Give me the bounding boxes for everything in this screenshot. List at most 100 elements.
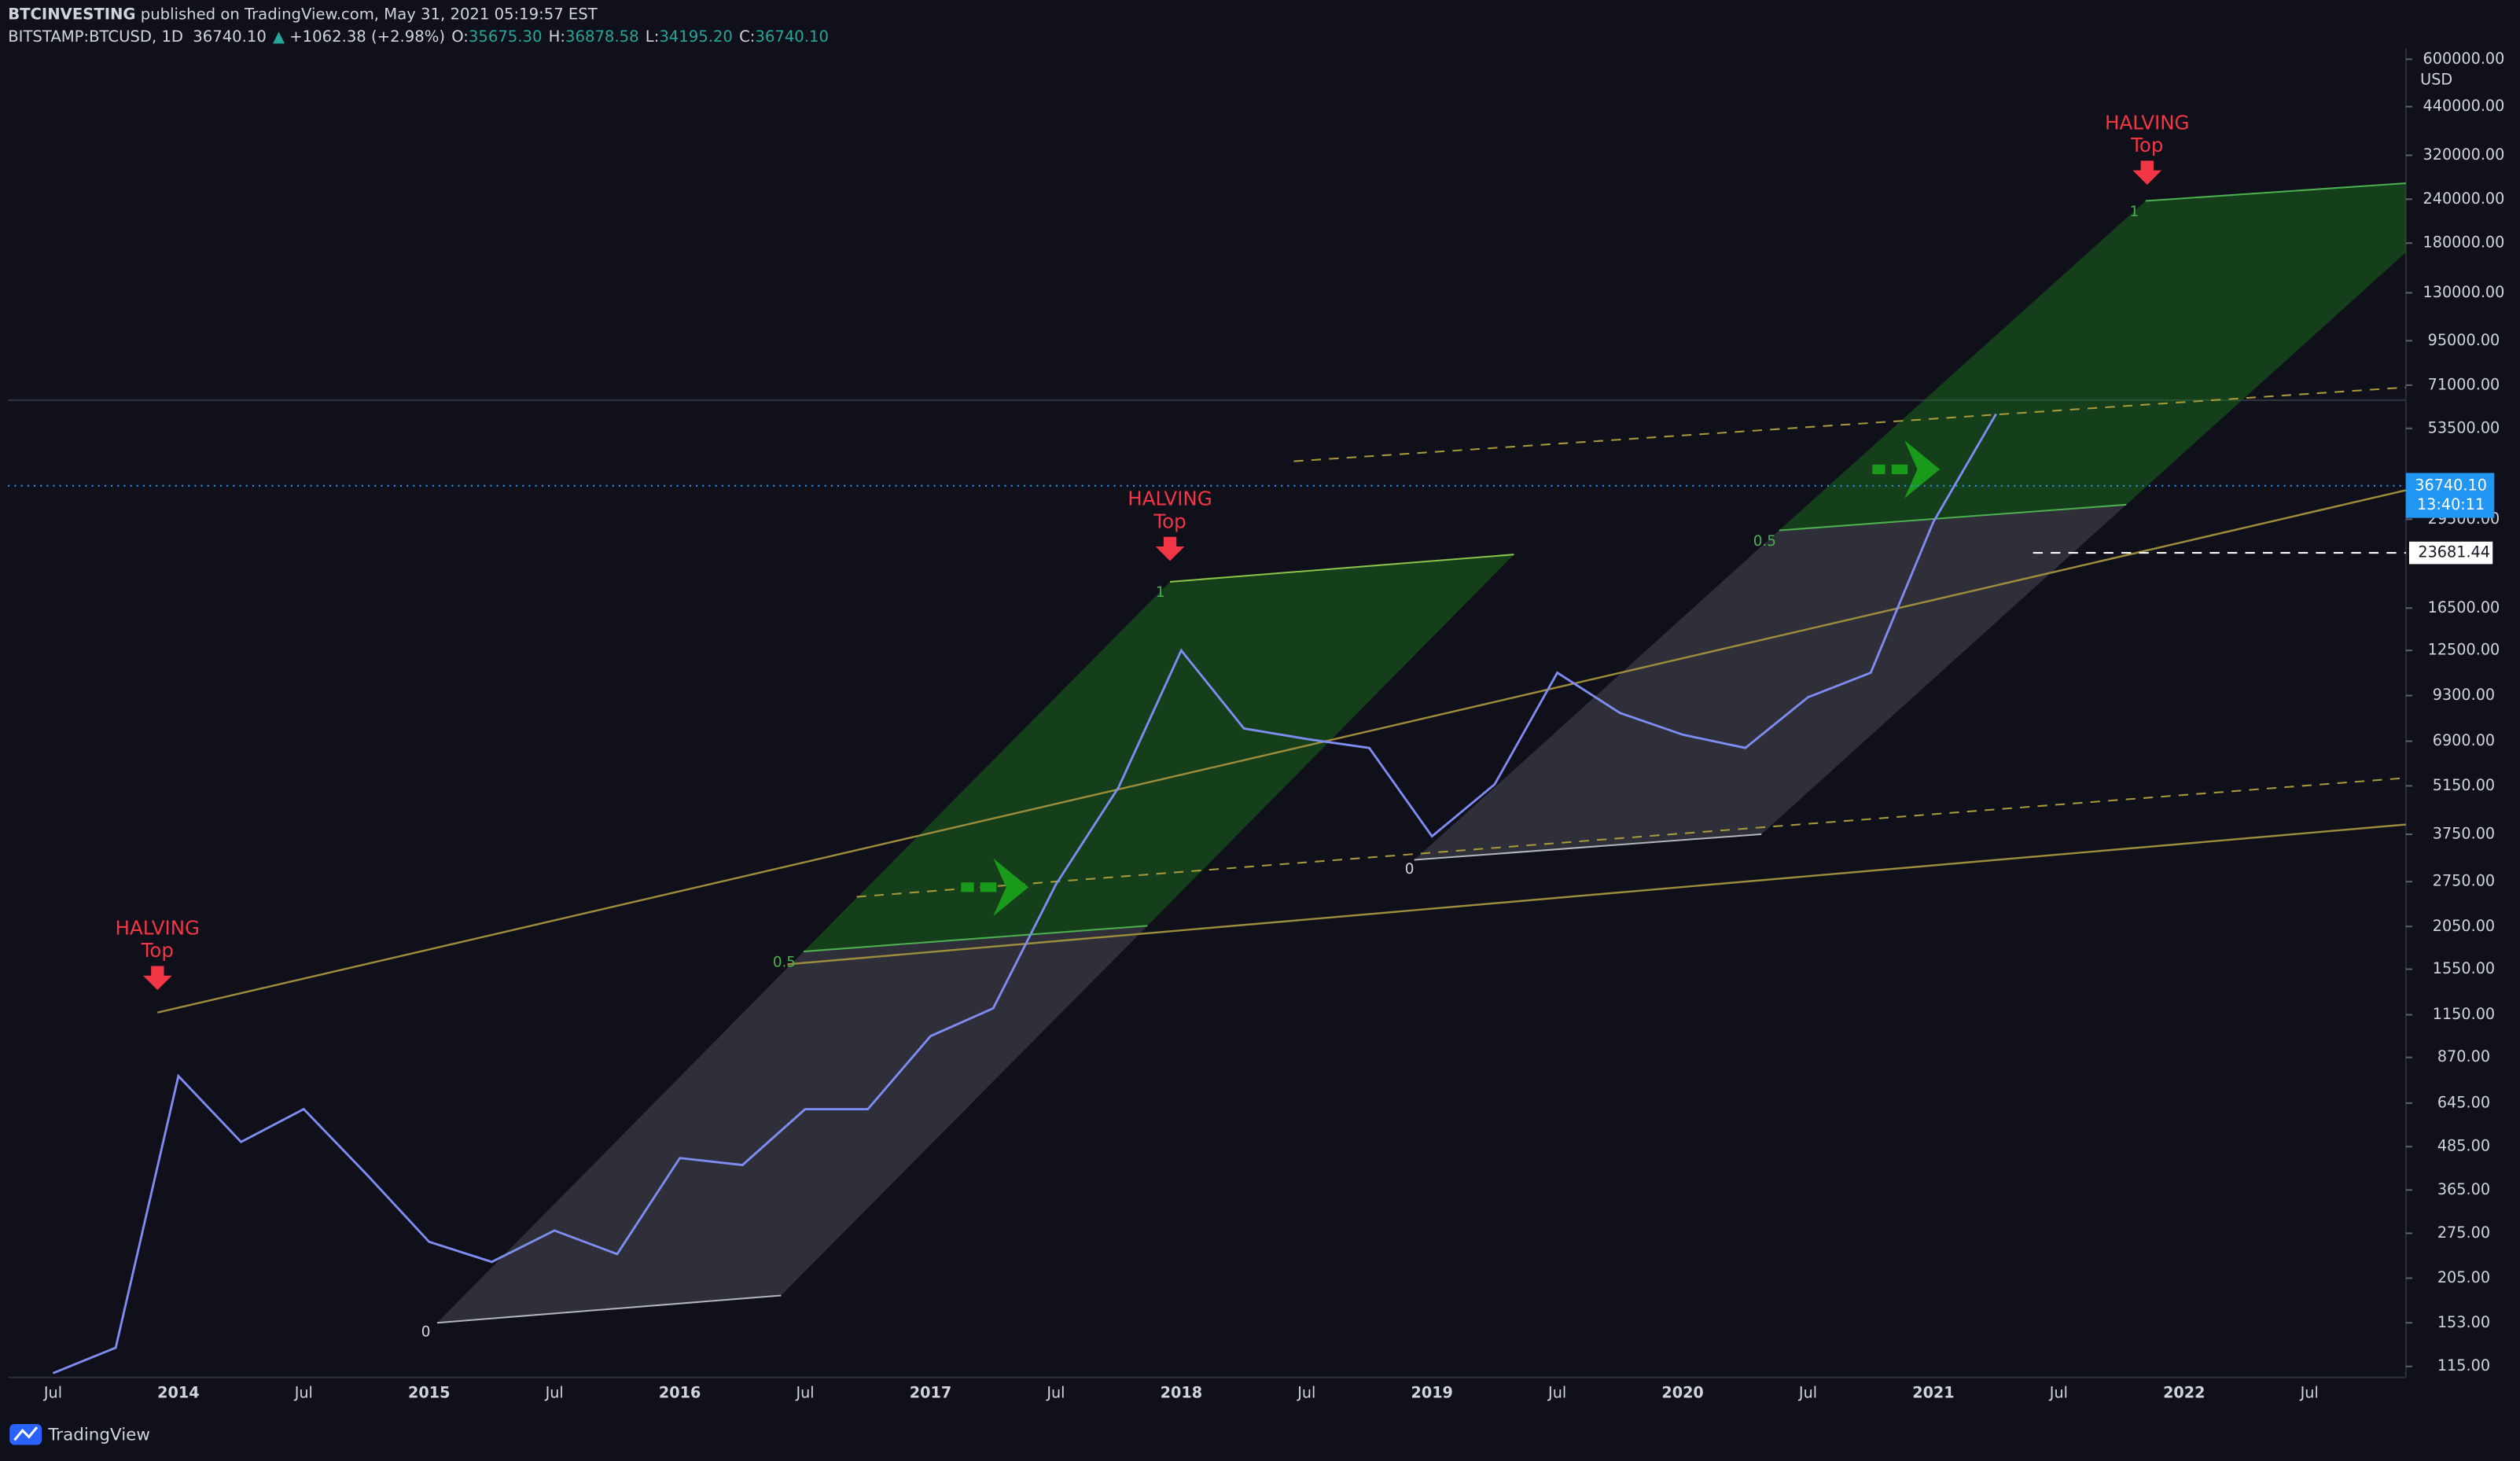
level-label-box [2408,541,2493,565]
x-tick-label: 2015 [408,1384,450,1402]
y-tick-label: 95000.00 [2428,331,2500,349]
header-line: BTCINVESTING published on TradingView.co… [8,5,598,23]
y-tick-label: 240000.00 [2423,190,2505,208]
y-tick-label: 205.00 [2437,1268,2490,1286]
author: BTCINVESTING [8,5,135,23]
x-tick-label: Jul [1046,1384,1065,1402]
annotation: HALVING [2105,111,2190,134]
annotation: Top [2130,134,2163,156]
x-tick-label: 2021 [1912,1384,1954,1402]
annotation: HALVING [116,916,200,939]
y-tick-label: 870.00 [2437,1047,2490,1065]
x-tick-label: 2016 [659,1384,701,1402]
fib-zone-high [1779,183,2406,531]
ohlc-key: H: [549,28,565,46]
y-tick-label: 600000.00 [2423,50,2505,68]
x-tick-label: Jul [795,1384,814,1402]
y-tick-label: 275.00 [2437,1224,2490,1242]
change: +1062.38 (+2.98%) [289,28,445,46]
fib-label: 1 [1156,584,1165,601]
ohlc-value: 36878.58 [565,28,639,46]
footer-brand: TradingView [47,1425,150,1444]
y-tick-label: 6900.00 [2433,731,2495,749]
y-tick-label: 1150.00 [2433,1005,2495,1023]
red-arrow [142,966,172,991]
fib-line [1169,554,1514,583]
currency-label: USD [2420,71,2452,89]
header-line: BITSTAMP:BTCUSD, 1D 36740.10 ▲ +1062.38 (+2… [8,28,829,46]
x-tick-label: Jul [1798,1384,1817,1402]
fib-zone-high [804,554,1514,952]
fib-zone-low [1414,504,2127,860]
x-tick-label: 2017 [910,1384,951,1402]
fib-line [2145,182,2406,202]
x-tick-label: Jul [1297,1384,1315,1402]
ohlc-value: 35675.30 [469,28,543,46]
fib-line [1779,503,2127,532]
level-label: 23681.44 [2418,543,2490,561]
y-tick-label: 5150.00 [2433,776,2495,794]
x-tick-label: Jul [294,1384,313,1402]
ohlc-key: O: [451,28,469,46]
y-tick-label: 3750.00 [2433,824,2495,842]
x-tick-label: 2018 [1161,1384,1202,1402]
y-tick-label: 440000.00 [2423,97,2505,115]
price-line [52,413,1997,1375]
y-tick-label: 485.00 [2437,1137,2490,1155]
x-tick-label: Jul [1547,1384,1566,1402]
fib-label: 0.5 [773,954,796,970]
fib-label: 0 [1405,861,1415,878]
y-tick-label: 12500.00 [2428,641,2500,659]
trend-line-dashed [856,777,2406,898]
y-tick-label: 2750.00 [2433,872,2495,890]
y-tick-label: 1550.00 [2433,959,2495,977]
symbol: BITSTAMP:BTCUSD, 1D [8,28,183,46]
fib-label: 1 [2130,204,2139,220]
fib-line [1414,833,1762,861]
tradingview-logo [9,1423,42,1445]
y-tick-label: 16500.00 [2428,598,2500,616]
last: 36740.10 [193,28,267,46]
change-arrow: ▲ [273,28,285,46]
ohlc-key: L: [646,28,660,46]
fib-zone-low [436,926,1148,1323]
price-label: 36740.10 [2415,476,2487,494]
annotation: Top [1153,510,1186,532]
annotation: HALVING [1128,488,1212,510]
price-label-box [2405,473,2495,518]
y-tick-label: 9300.00 [2433,686,2495,704]
x-tick-label: 2019 [1411,1384,1452,1402]
y-tick-label: 2050.00 [2433,917,2495,935]
x-tick-label: Jul [545,1384,564,1402]
y-tick-label: 130000.00 [2423,283,2505,301]
red-arrow [1155,536,1185,561]
y-tick-label: 320000.00 [2423,145,2505,164]
x-tick-label: 2020 [1661,1384,1703,1402]
x-tick-label: 2014 [157,1384,199,1402]
y-tick-label: 365.00 [2437,1180,2490,1198]
trend-line [787,823,2406,966]
trend-line-dashed [1293,386,2406,462]
ohlc-value: 36740.10 [755,28,829,46]
y-tick-label: 71000.00 [2428,375,2500,393]
x-tick-label: Jul [43,1384,62,1402]
fib-label: 0 [421,1323,431,1340]
y-tick-label: 645.00 [2437,1093,2490,1111]
y-tick-label: 53500.00 [2428,418,2500,436]
x-tick-label: Jul [2300,1384,2319,1402]
green-arrow [961,858,1029,917]
fib-line [436,1294,782,1324]
ohlc-key: C: [739,28,755,46]
ohlc-value: 34195.20 [659,28,733,46]
published: published on TradingView.com, May 31, 20… [136,5,598,23]
fib-label: 0.5 [1753,533,1776,550]
annotation: Top [141,939,174,962]
y-tick-label: 153.00 [2437,1313,2490,1331]
x-tick-label: 2022 [2163,1384,2205,1402]
red-arrow [2132,160,2162,186]
countdown: 13:40:11 [2417,495,2485,513]
y-tick-label: 115.00 [2437,1356,2490,1375]
trend-line [157,489,2407,1014]
